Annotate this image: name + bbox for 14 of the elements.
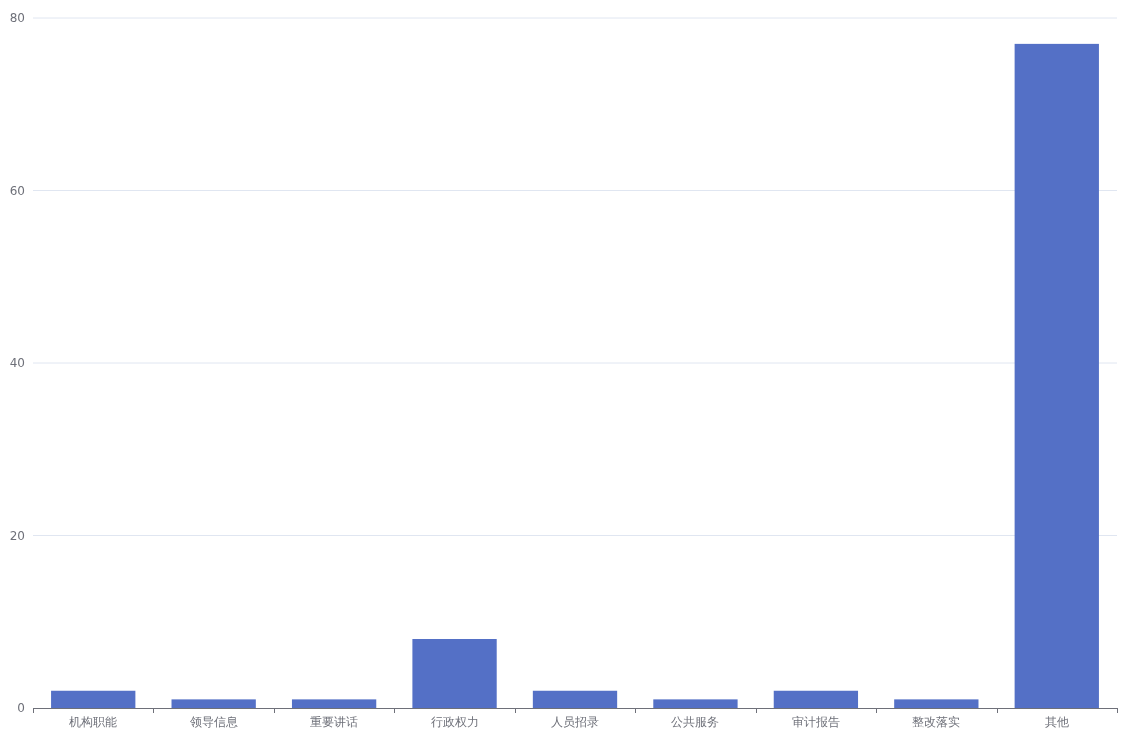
x-tick-label: 重要讲话 <box>310 715 359 729</box>
y-tick-label: 0 <box>17 701 25 715</box>
x-tick-label: 审计报告 <box>791 715 840 729</box>
y-tick-label: 80 <box>9 11 25 25</box>
x-tick-label: 其他 <box>1044 715 1069 729</box>
x-tick-label: 公共服务 <box>671 715 720 729</box>
y-tick-label: 40 <box>9 356 25 370</box>
x-tick-label: 整改落实 <box>912 715 961 729</box>
x-tick-label: 领导信息 <box>189 715 238 729</box>
x-tick-label: 行政权力 <box>430 715 479 729</box>
y-tick-label: 60 <box>9 183 25 198</box>
x-tick-label: 人员招录 <box>551 715 599 729</box>
y-tick-label: 20 <box>9 528 25 543</box>
x-tick-label: 机构职能 <box>69 715 118 729</box>
